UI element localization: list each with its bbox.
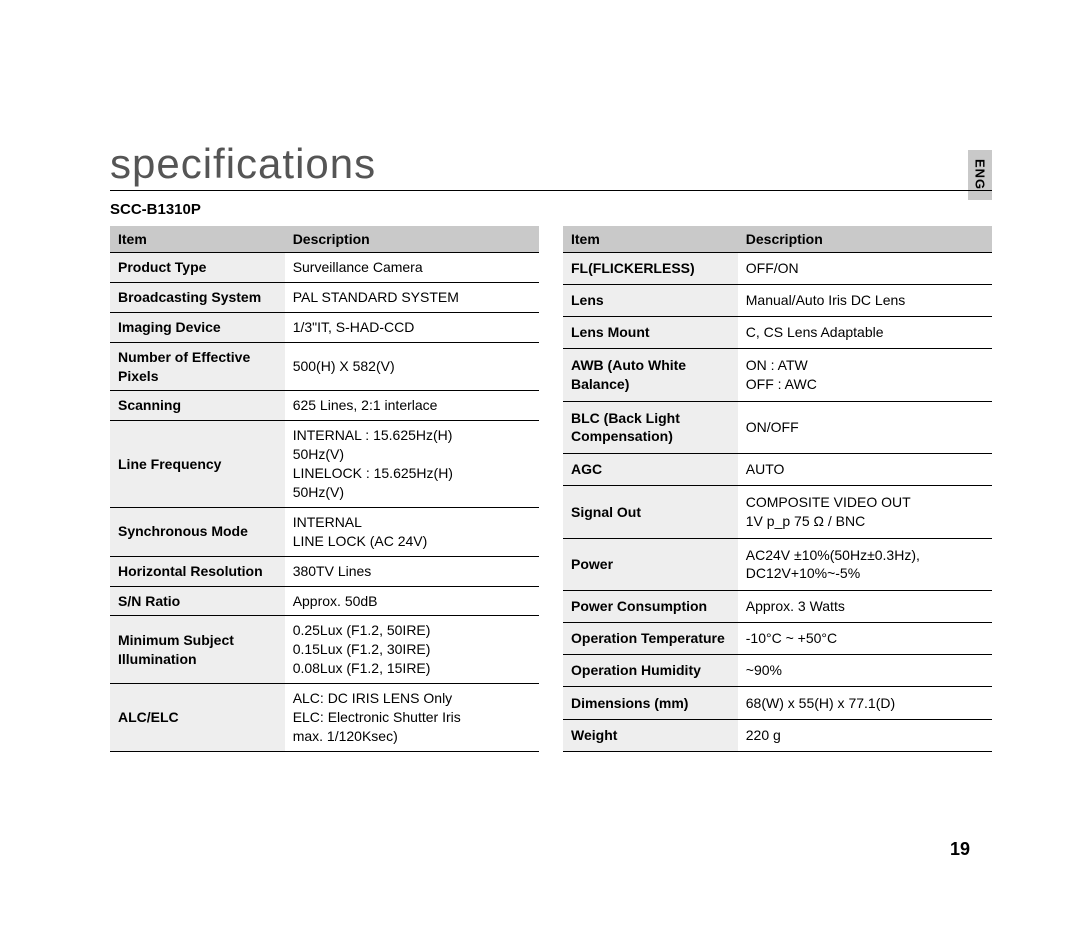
spec-description: INTERNAL LINE LOCK (AC 24V) (285, 507, 539, 556)
spec-item: S/N Ratio (110, 586, 285, 616)
spec-item: Scanning (110, 391, 285, 421)
spec-item: FL(FLICKERLESS) (563, 253, 738, 285)
spec-item: Imaging Device (110, 312, 285, 342)
spec-description: Approx. 3 Watts (738, 591, 992, 623)
spec-item: AWB (Auto White Balance) (563, 349, 738, 401)
table-row: LensManual/Auto Iris DC Lens (563, 285, 992, 317)
col-header-description: Description (285, 226, 539, 253)
spec-description: Approx. 50dB (285, 586, 539, 616)
spec-description: -10°C ~ +50°C (738, 623, 992, 655)
spec-item: Power Consumption (563, 591, 738, 623)
spec-item: Lens (563, 285, 738, 317)
spec-description: 625 Lines, 2:1 interlace (285, 391, 539, 421)
spec-item: Minimum Subject Illumination (110, 616, 285, 684)
table-row: Synchronous ModeINTERNAL LINE LOCK (AC 2… (110, 507, 539, 556)
spec-item: Line Frequency (110, 421, 285, 508)
table-row: Operation Humidity~90% (563, 655, 992, 687)
col-header-item: Item (110, 226, 285, 253)
spec-item: Operation Humidity (563, 655, 738, 687)
table-row: Lens MountC, CS Lens Adaptable (563, 317, 992, 349)
table-row: Horizontal Resolution380TV Lines (110, 556, 539, 586)
table-row: AWB (Auto White Balance)ON : ATW OFF : A… (563, 349, 992, 401)
table-row: Scanning625 Lines, 2:1 interlace (110, 391, 539, 421)
spec-description: Manual/Auto Iris DC Lens (738, 285, 992, 317)
spec-item: Horizontal Resolution (110, 556, 285, 586)
spec-item: Signal Out (563, 486, 738, 538)
spec-description: 500(H) X 582(V) (285, 342, 539, 391)
table-row: FL(FLICKERLESS)OFF/ON (563, 253, 992, 285)
spec-item: Operation Temperature (563, 623, 738, 655)
table-row: S/N RatioApprox. 50dB (110, 586, 539, 616)
spec-item: Product Type (110, 253, 285, 283)
col-header-description: Description (738, 226, 992, 253)
spec-description: C, CS Lens Adaptable (738, 317, 992, 349)
spec-item: BLC (Back Light Compensation) (563, 401, 738, 453)
spec-description: ON/OFF (738, 401, 992, 453)
spec-description: PAL STANDARD SYSTEM (285, 282, 539, 312)
spec-item: Number of Effective Pixels (110, 342, 285, 391)
spec-description: 0.25Lux (F1.2, 50IRE) 0.15Lux (F1.2, 30I… (285, 616, 539, 684)
spec-item: Lens Mount (563, 317, 738, 349)
model-number: SCC-B1310P (110, 201, 992, 218)
spec-description: 380TV Lines (285, 556, 539, 586)
table-row: Power ConsumptionApprox. 3 Watts (563, 591, 992, 623)
spec-item: AGC (563, 454, 738, 486)
page-number: 19 (950, 839, 970, 860)
spec-item: Synchronous Mode (110, 507, 285, 556)
table-row: Line FrequencyINTERNAL : 15.625Hz(H) 50H… (110, 421, 539, 508)
spec-description: Surveillance Camera (285, 253, 539, 283)
spec-table-right: Item Description FL(FLICKERLESS)OFF/ONLe… (563, 226, 992, 752)
table-row: Dimensions (mm)68(W) x 55(H) x 77.1(D) (563, 687, 992, 719)
table-row: ALC/ELCALC: DC IRIS LENS Only ELC: Elect… (110, 684, 539, 752)
spec-item: Power (563, 538, 738, 590)
spec-description: OFF/ON (738, 253, 992, 285)
page-content: specifications SCC-B1310P Item Descripti… (110, 140, 992, 870)
spec-item: Dimensions (mm) (563, 687, 738, 719)
col-header-item: Item (563, 226, 738, 253)
spec-tables: Item Description Product TypeSurveillanc… (110, 226, 992, 752)
spec-description: 1/3"IT, S-HAD-CCD (285, 312, 539, 342)
page-title: specifications (110, 140, 376, 188)
title-row: specifications (110, 140, 992, 191)
spec-description: INTERNAL : 15.625Hz(H) 50Hz(V) LINELOCK … (285, 421, 539, 508)
table-row: BLC (Back Light Compensation)ON/OFF (563, 401, 992, 453)
table-row: Number of Effective Pixels500(H) X 582(V… (110, 342, 539, 391)
spec-description: AC24V ±10%(50Hz±0.3Hz), DC12V+10%~-5% (738, 538, 992, 590)
spec-description: ALC: DC IRIS LENS Only ELC: Electronic S… (285, 684, 539, 752)
table-row: Broadcasting SystemPAL STANDARD SYSTEM (110, 282, 539, 312)
spec-description: 68(W) x 55(H) x 77.1(D) (738, 687, 992, 719)
table-row: AGCAUTO (563, 454, 992, 486)
table-row: Product TypeSurveillance Camera (110, 253, 539, 283)
spec-table-left: Item Description Product TypeSurveillanc… (110, 226, 539, 752)
table-row: Operation Temperature-10°C ~ +50°C (563, 623, 992, 655)
spec-item: ALC/ELC (110, 684, 285, 752)
spec-description: 220 g (738, 719, 992, 751)
spec-description: COMPOSITE VIDEO OUT 1V p_p 75 Ω / BNC (738, 486, 992, 538)
spec-item: Weight (563, 719, 738, 751)
table-row: Minimum Subject Illumination0.25Lux (F1.… (110, 616, 539, 684)
spec-description: ON : ATW OFF : AWC (738, 349, 992, 401)
table-row: Signal OutCOMPOSITE VIDEO OUT 1V p_p 75 … (563, 486, 992, 538)
spec-item: Broadcasting System (110, 282, 285, 312)
table-row: PowerAC24V ±10%(50Hz±0.3Hz), DC12V+10%~-… (563, 538, 992, 590)
spec-description: AUTO (738, 454, 992, 486)
spec-description: ~90% (738, 655, 992, 687)
table-row: Weight220 g (563, 719, 992, 751)
table-row: Imaging Device1/3"IT, S-HAD-CCD (110, 312, 539, 342)
